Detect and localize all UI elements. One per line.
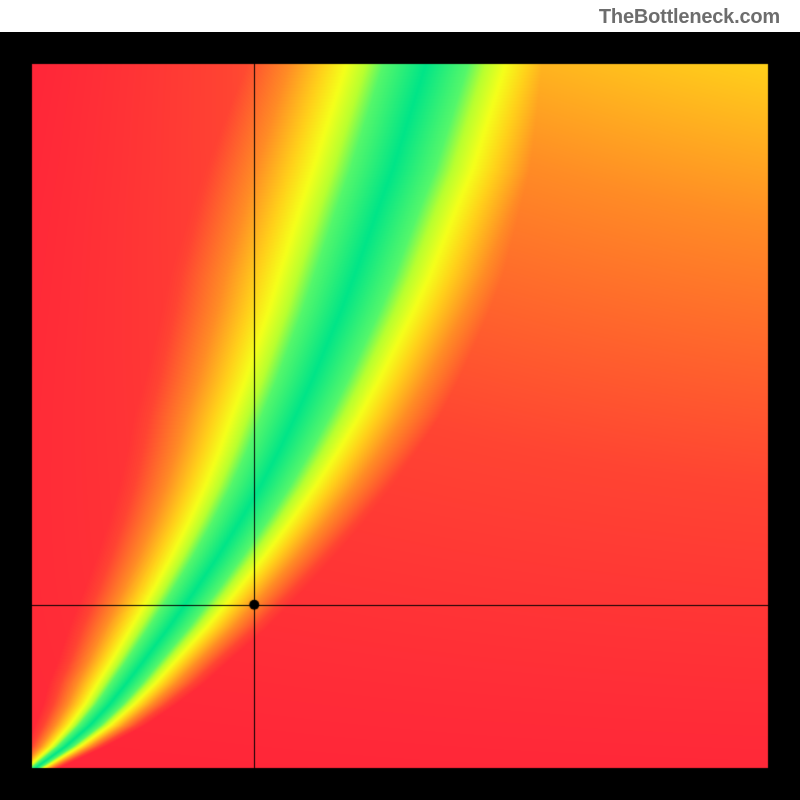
attribution-text: TheBottleneck.com bbox=[599, 6, 780, 29]
chart-container: TheBottleneck.com bbox=[0, 0, 800, 800]
heatmap-canvas bbox=[0, 32, 800, 800]
heatmap-plot bbox=[0, 32, 800, 800]
